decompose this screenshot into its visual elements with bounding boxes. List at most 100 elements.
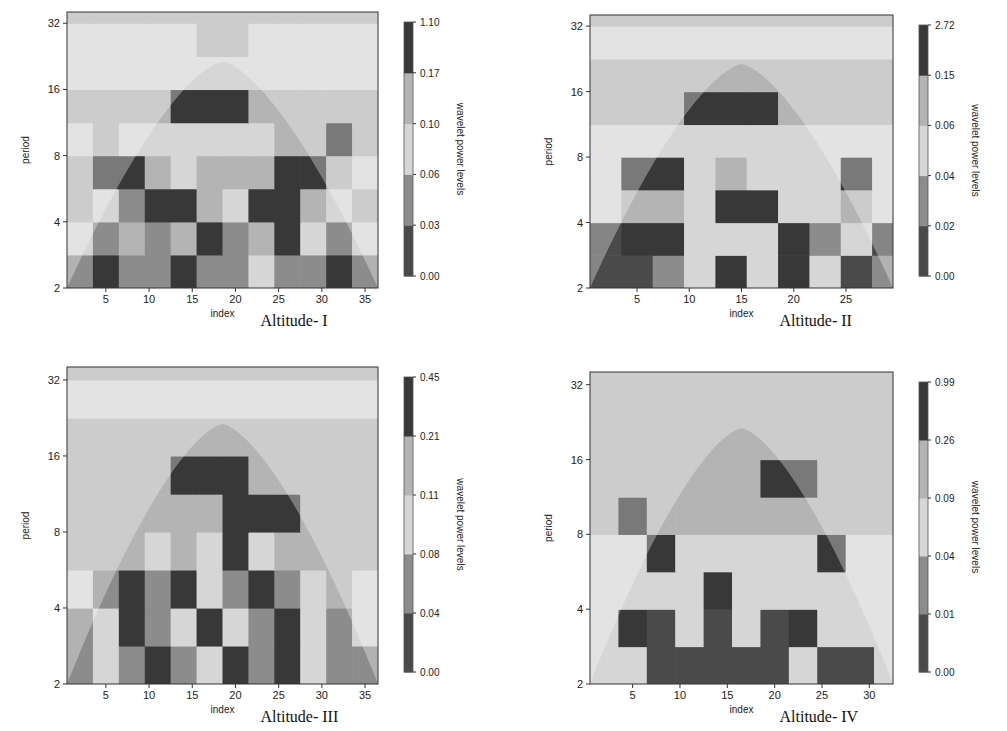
- y-tick-label: 2: [54, 678, 60, 690]
- y-tick-label: 2: [577, 678, 583, 690]
- y-tick: [586, 288, 590, 289]
- heat-cell: [715, 92, 747, 125]
- heat-cell: [760, 534, 789, 572]
- x-tick: [632, 684, 633, 688]
- heat-cell: [704, 647, 733, 684]
- colorbar-tick: [413, 377, 416, 378]
- heat-cell: [817, 572, 846, 610]
- heat-cell: [817, 647, 846, 684]
- y-tick-label: 8: [54, 150, 60, 162]
- heat-cell: [704, 534, 733, 572]
- x-tick: [869, 684, 870, 688]
- heat-cell: [732, 534, 761, 572]
- y-tick-label: 2: [577, 282, 583, 294]
- heat-cell: [621, 223, 653, 256]
- heat-cell: [171, 189, 198, 223]
- heat-cell: [248, 608, 275, 647]
- cone-of-influence: [590, 15, 893, 288]
- y-tick: [586, 26, 590, 27]
- colorbar-title: wavelet power levels: [970, 103, 981, 196]
- x-tick-label: 30: [316, 689, 328, 701]
- heat-cell: [675, 647, 704, 684]
- heat-cell: [119, 646, 146, 684]
- heat-cell: [197, 456, 224, 495]
- colorbar-tick: [413, 22, 416, 23]
- colorbar-tick: [928, 276, 931, 277]
- heat-cell: [704, 460, 733, 498]
- heat-cell: [119, 570, 146, 609]
- colorbar-tick-label: 0.45: [420, 372, 440, 383]
- heat-cell: [789, 609, 818, 647]
- heat-cell: [274, 189, 301, 223]
- colorbar-tick-label: 0.06: [420, 169, 440, 180]
- colorbar-tick-label: 0.15: [935, 70, 955, 81]
- x-tick-label: 20: [769, 689, 781, 701]
- colorbar-segment: [919, 176, 928, 227]
- colorbar-tick: [413, 672, 416, 673]
- colorbar-tick: [413, 495, 416, 496]
- heat-cell: [248, 189, 275, 223]
- heat-cell: [171, 255, 198, 288]
- colorbar-title: wavelet power levels: [455, 477, 466, 570]
- colorbar-tick: [413, 72, 416, 73]
- colorbar-tick-label: 0.08: [420, 549, 440, 560]
- x-tick: [149, 288, 150, 292]
- colorbar-tick: [928, 672, 931, 673]
- colorbar-tick: [928, 498, 931, 499]
- x-tick: [774, 684, 775, 688]
- y-tick-label: 32: [48, 374, 60, 386]
- heat-cell: [684, 190, 716, 223]
- colorbar-tick: [928, 125, 931, 126]
- heat-cell: [760, 647, 789, 684]
- heat-cell: [760, 572, 789, 610]
- heat-cell: [119, 608, 146, 647]
- x-tick-label: 10: [683, 293, 695, 305]
- y-tick: [63, 379, 67, 380]
- panel-title: Altitude- III: [261, 708, 339, 725]
- x-tick: [741, 288, 742, 292]
- colorbar-tick: [928, 556, 931, 557]
- heat-cell: [223, 570, 250, 609]
- y-axis-title: period: [20, 512, 31, 540]
- heat-cell: [817, 609, 846, 647]
- colorbar-tick-label: 0.02: [935, 221, 955, 232]
- heat-cell: [223, 123, 250, 157]
- y-tick: [63, 89, 67, 90]
- colorbar-frame: [404, 22, 413, 276]
- colorbar-tick-label: 0.04: [935, 171, 955, 182]
- x-tick-label: 20: [229, 689, 241, 701]
- heat-cell: [248, 570, 275, 609]
- x-axis-title: index: [730, 704, 754, 715]
- colorbar-segment: [404, 22, 413, 73]
- x-tick-label: 5: [630, 689, 636, 701]
- x-tick: [365, 288, 366, 292]
- panel: 51015202530352481632indexperiodAltitude-…: [20, 12, 466, 329]
- colorbar-tick-label: 0.01: [935, 609, 955, 620]
- heat-cell: [248, 255, 275, 288]
- heat-cell: [653, 223, 685, 256]
- heat-cell: [171, 532, 198, 571]
- heat-cell: [171, 646, 198, 684]
- heat-cell: [732, 572, 761, 610]
- figure: 51015202530352481632indexperiodAltitude-…: [0, 0, 1007, 731]
- panel-title: Altitude- I: [261, 312, 328, 329]
- y-tick-label: 2: [54, 282, 60, 294]
- colorbar-segment: [404, 436, 413, 496]
- heat-cell: [119, 255, 146, 288]
- x-tick: [192, 684, 193, 688]
- heat-cell: [197, 255, 224, 288]
- plot-frame: [67, 367, 378, 684]
- x-tick-label: 5: [634, 293, 640, 305]
- x-axis-title: index: [211, 704, 235, 715]
- colorbar-segment: [919, 556, 928, 615]
- colorbar-tick: [928, 175, 931, 176]
- colorbar-tick-label: 1.10: [420, 17, 440, 28]
- colorbar-frame: [919, 25, 928, 276]
- colorbar-tick-label: 0.99: [935, 377, 955, 388]
- colorbar-segment: [404, 377, 413, 437]
- x-tick-label: 15: [186, 293, 198, 305]
- colorbar-tick-label: 0.04: [420, 608, 440, 619]
- heat-cell: [93, 608, 120, 647]
- colorbar-tick-label: 0.04: [935, 551, 955, 562]
- heat-cell: [223, 456, 250, 495]
